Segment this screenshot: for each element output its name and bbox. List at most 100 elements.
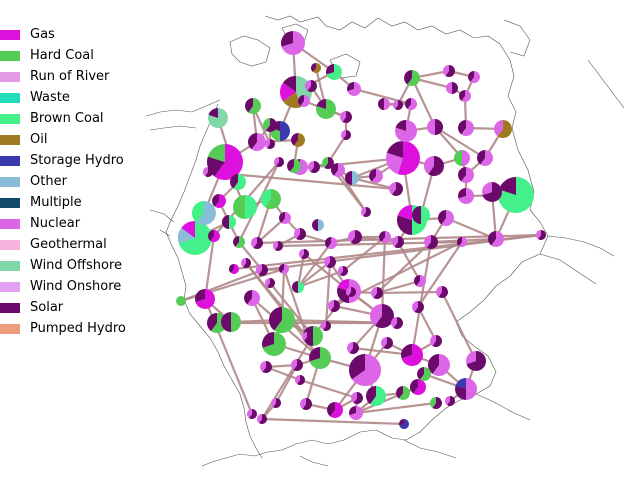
- transmission-line: [203, 235, 216, 300]
- bus-pie: [292, 281, 304, 293]
- pie-slice: [206, 313, 217, 332]
- pie-slice: [308, 161, 314, 172]
- pie-slice: [438, 210, 446, 225]
- bus-pie: [446, 82, 458, 94]
- bus-pie: [279, 264, 289, 274]
- legend-label: Oil: [30, 132, 48, 147]
- pie-slice: [267, 139, 275, 149]
- pie-slice: [262, 118, 270, 131]
- bus-pie: [488, 231, 504, 248]
- pie-slice: [383, 337, 394, 349]
- bus-pie: [251, 237, 263, 249]
- bus-pie: [346, 287, 356, 297]
- pie-slice: [391, 317, 397, 328]
- pie-slice: [445, 65, 455, 77]
- pie-slice: [401, 344, 424, 366]
- pie-slice: [323, 321, 332, 331]
- pie-slice: [458, 188, 466, 199]
- pie-slice: [208, 108, 229, 129]
- bus-pie: [325, 64, 342, 80]
- pie-slice: [274, 307, 295, 333]
- legend-item-wind-onshore: Wind Onshore: [0, 276, 126, 297]
- pie-slice: [262, 332, 274, 348]
- bus-pie: [221, 312, 241, 332]
- pie-slice: [466, 378, 477, 400]
- bus-pie: [455, 378, 477, 400]
- bus-pie: [381, 337, 394, 349]
- pie-slice: [373, 287, 384, 300]
- pie-slice: [279, 264, 284, 274]
- pie-slice: [428, 156, 445, 176]
- bus-pie: [349, 354, 381, 386]
- legend-item-geothermal: Geothermal: [0, 234, 126, 255]
- bus-pie: [427, 119, 443, 135]
- bus-pie: [404, 70, 420, 86]
- bus-pie: [322, 157, 334, 169]
- pie-slice: [176, 296, 186, 306]
- pie-slice: [349, 354, 365, 380]
- pie-slice: [416, 275, 427, 288]
- pie-slice: [205, 167, 213, 178]
- pie-slice: [432, 335, 443, 348]
- transmission-line: [324, 261, 332, 327]
- bus-pie: [412, 206, 430, 224]
- bus-pie: [345, 171, 359, 185]
- pie-slice: [343, 130, 351, 140]
- pie-slice: [195, 289, 215, 309]
- bus-pie: [203, 167, 213, 178]
- bus-pie: [270, 398, 281, 408]
- legend-label: Hard Coal: [30, 48, 94, 63]
- transmission-line: [376, 241, 432, 294]
- bus-pie: [325, 237, 338, 249]
- pie-slice: [392, 100, 398, 110]
- pie-slice: [348, 230, 355, 243]
- pie-slice: [325, 64, 334, 75]
- pie-slice: [346, 287, 351, 297]
- pie-slice: [430, 397, 436, 408]
- pie-slice: [350, 230, 362, 244]
- legend-swatch: [0, 302, 20, 313]
- pie-slice: [407, 98, 418, 111]
- pie-slice: [281, 31, 293, 47]
- pie-slice: [412, 301, 418, 312]
- transmission-line: [376, 279, 421, 295]
- legend-swatch: [0, 239, 20, 250]
- bus-pie: [222, 215, 236, 229]
- pie-slice: [272, 241, 278, 251]
- legend-swatch: [0, 29, 20, 40]
- bus-pie: [233, 195, 257, 219]
- bus-pie: [279, 212, 292, 225]
- transmission-line: [297, 242, 332, 288]
- pie-slice: [296, 228, 306, 241]
- pie-slice: [307, 80, 318, 92]
- bus-pie: [417, 367, 432, 381]
- pie-slice: [265, 278, 270, 288]
- bus-pie: [399, 419, 410, 429]
- pie-slice: [321, 321, 326, 331]
- pie-slice: [251, 237, 257, 248]
- bus-pie: [428, 354, 451, 376]
- pie-slice: [293, 359, 304, 372]
- bus-pie: [272, 241, 283, 251]
- pie-slice: [318, 219, 324, 231]
- pie-slice: [235, 236, 246, 249]
- transmission-line: [410, 241, 433, 356]
- bus-pie: [445, 396, 456, 406]
- legend-label: Storage Hydro: [30, 153, 124, 168]
- pie-slice: [247, 290, 260, 307]
- pie-slice: [269, 307, 282, 331]
- pie-slice: [351, 392, 357, 403]
- pie-slice: [275, 241, 283, 251]
- pie-slice: [248, 98, 261, 114]
- bus-pie: [348, 406, 363, 420]
- transmission-line: [265, 365, 301, 382]
- pie-slice: [378, 98, 384, 110]
- bus-pie: [260, 361, 273, 373]
- bus-pie: [348, 230, 362, 244]
- legend-item-solar: Solar: [0, 297, 126, 318]
- pie-slice: [340, 111, 346, 122]
- pie-slice: [295, 375, 300, 385]
- pie-slice: [233, 174, 246, 190]
- bus-pie: [293, 228, 306, 241]
- pie-slice: [430, 335, 436, 346]
